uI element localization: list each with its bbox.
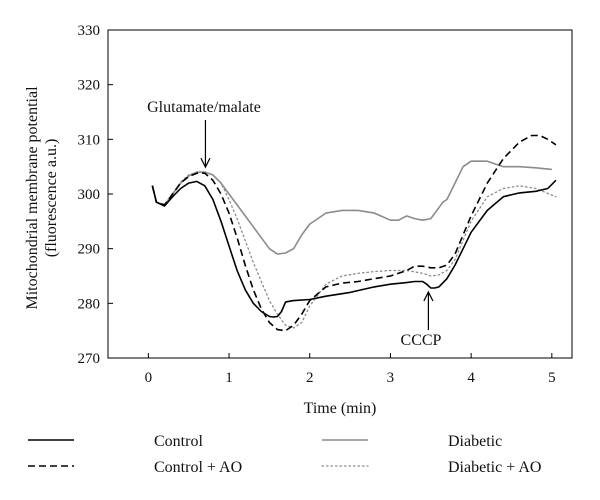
plot-frame	[107, 29, 573, 359]
y-tick-label: 320	[78, 78, 101, 94]
y-tick-label: 300	[78, 187, 101, 203]
legend-item: Diabetic	[322, 433, 502, 450]
x-tick-label: 2	[306, 370, 314, 386]
x-tick-label: 4	[467, 370, 475, 386]
legend: Control Diabetic Control + AO Diabetic + AO	[28, 433, 541, 476]
y-axis-title-line-1: Mitochondrial membrane potential	[24, 86, 41, 310]
y-axis-title-line-2: (fluorescence a.u.)	[43, 139, 60, 258]
legend-item: Diabetic + AO	[321, 459, 541, 476]
y-axis: 270 280 290 300 310 320 330	[78, 23, 113, 367]
annotation-cccp: CCCP	[401, 332, 442, 349]
series-line-control-ao	[151, 134, 557, 332]
series-line-control	[151, 179, 557, 318]
x-axis-title: Time (min)	[304, 400, 377, 417]
legend-label: Control	[154, 433, 203, 450]
series-line-diabetic-ao	[151, 171, 557, 329]
arrow-glutamate-malate	[200, 120, 211, 169]
y-tick-label: 310	[78, 132, 101, 148]
y-tick-label: 290	[78, 242, 101, 258]
series-line-diabetic	[151, 160, 552, 255]
annotation-glutamate-malate: Glutamate/malate	[147, 99, 261, 116]
y-tick-label: 270	[78, 351, 101, 367]
legend-label: Diabetic + AO	[448, 459, 541, 476]
annotations: Glutamate/malate CCCP	[147, 99, 441, 349]
x-tick-label: 1	[225, 370, 233, 386]
x-axis: 0 1 2 3 4 5	[145, 353, 556, 386]
plot-area	[107, 29, 573, 359]
x-tick-label: 0	[145, 370, 153, 386]
series-layer	[151, 134, 557, 332]
legend-item: Control	[28, 433, 203, 450]
arrow-cccp	[423, 290, 434, 330]
y-axis-title: Mitochondrial membrane potential (fluore…	[24, 86, 60, 310]
y-tick-label: 280	[78, 296, 101, 312]
legend-label: Diabetic	[448, 433, 502, 450]
x-tick-label: 3	[387, 370, 395, 386]
legend-item: Control + AO	[28, 459, 242, 476]
legend-label: Control + AO	[154, 459, 242, 476]
y-tick-label: 330	[78, 23, 101, 39]
x-tick-label: 5	[548, 370, 556, 386]
